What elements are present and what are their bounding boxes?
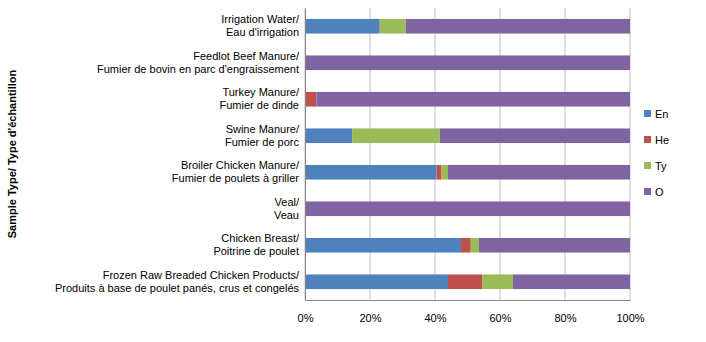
legend-label: Ty [655, 160, 667, 172]
tick-label: 20% [359, 312, 381, 324]
tick-label: 40% [424, 312, 446, 324]
bar [305, 55, 630, 70]
legend: En He Ty O [644, 108, 669, 198]
bar [305, 92, 316, 107]
tick: Feedlot Beef Manure/Fumier de bovin en p… [97, 50, 305, 75]
tick-label: 0% [298, 312, 314, 324]
legend-item: Ty [644, 160, 667, 172]
tick-label: Broiler Chicken Manure/Fumier de poulets… [172, 159, 300, 184]
bar [352, 128, 440, 143]
tick-label: 60% [489, 312, 511, 324]
bar [316, 92, 630, 107]
bar [305, 128, 352, 143]
tick: Turkey Manure/Fumier de dinde [220, 86, 306, 111]
tick: 0% [298, 300, 314, 324]
tick: 100% [616, 300, 644, 324]
bar [437, 165, 442, 180]
tick: Irrigation Water/Eau d'irrigation [221, 13, 305, 38]
y-axis: Irrigation Water/Eau d'irrigation Feedlot… [55, 9, 306, 301]
bar [471, 238, 479, 253]
legend-label: En [655, 108, 668, 120]
bar [440, 128, 630, 143]
legend-item: He [644, 134, 669, 146]
axis-title: Sample Type/ Type d'échantillon [6, 69, 18, 238]
tick: Veal/Veau [274, 196, 305, 221]
legend-swatch [644, 136, 651, 143]
legend-item: O [644, 186, 664, 198]
bar [406, 19, 630, 34]
bar [479, 238, 630, 253]
tick: Broiler Chicken Manure/Fumier de poulets… [172, 159, 305, 184]
tick-label: Frozen Raw Breaded Chicken Products/Prod… [55, 269, 300, 294]
legend-swatch [644, 162, 651, 169]
grid-line [630, 8, 631, 300]
tick-label: 100% [616, 312, 644, 324]
tick-label: Irrigation Water/Eau d'irrigation [221, 13, 300, 38]
legend-item: En [644, 108, 668, 120]
bar [305, 274, 448, 289]
tick-label: Veal/Veau [274, 196, 300, 221]
tick: 60% [489, 300, 511, 324]
bar [461, 238, 471, 253]
tick: Chicken Breast/Poitrine de poulet [213, 232, 305, 257]
legend-swatch [644, 110, 651, 117]
grid-line [435, 8, 436, 300]
tick: Frozen Raw Breaded Chicken Products/Prod… [55, 269, 305, 294]
bar [305, 201, 630, 216]
chart: 0% 20% 40% 60% 80% 100% Irrigation Water/Eau d… [0, 0, 706, 342]
tick-label: Turkey Manure/Fumier de dinde [220, 86, 300, 111]
tick: 40% [424, 300, 446, 324]
legend-swatch [644, 188, 651, 195]
tick: 20% [359, 300, 381, 324]
grid-line [370, 8, 371, 300]
grid [305, 8, 630, 300]
plot: 0% 20% 40% 60% 80% 100% Irrigation Water/Eau d… [55, 8, 645, 324]
bar [448, 165, 630, 180]
axis-line [305, 9, 306, 301]
legend-label: He [655, 134, 669, 146]
bar [442, 165, 449, 180]
tick-label: 80% [554, 312, 576, 324]
bar [482, 274, 513, 289]
tick-label: Chicken Breast/Poitrine de poulet [213, 232, 300, 257]
bar [513, 274, 630, 289]
grid-line [500, 8, 501, 300]
tick: Swine Manure/Fumier de porc [225, 123, 305, 148]
grid-line [565, 8, 566, 300]
bar [380, 19, 406, 34]
tick-label: Swine Manure/Fumier de porc [225, 123, 300, 148]
bars [305, 19, 630, 289]
series [305, 19, 630, 289]
bar [448, 274, 482, 289]
x-axis: 0% 20% 40% 60% 80% 100% [298, 300, 645, 324]
series [305, 92, 482, 289]
tick: 80% [554, 300, 576, 324]
grid-line [305, 8, 306, 300]
bar [305, 238, 461, 253]
axis-line [306, 300, 631, 301]
bar [305, 19, 380, 34]
tick-label: Feedlot Beef Manure/Fumier de bovin en p… [97, 50, 300, 75]
bar [305, 165, 437, 180]
legend-label: O [655, 186, 664, 198]
